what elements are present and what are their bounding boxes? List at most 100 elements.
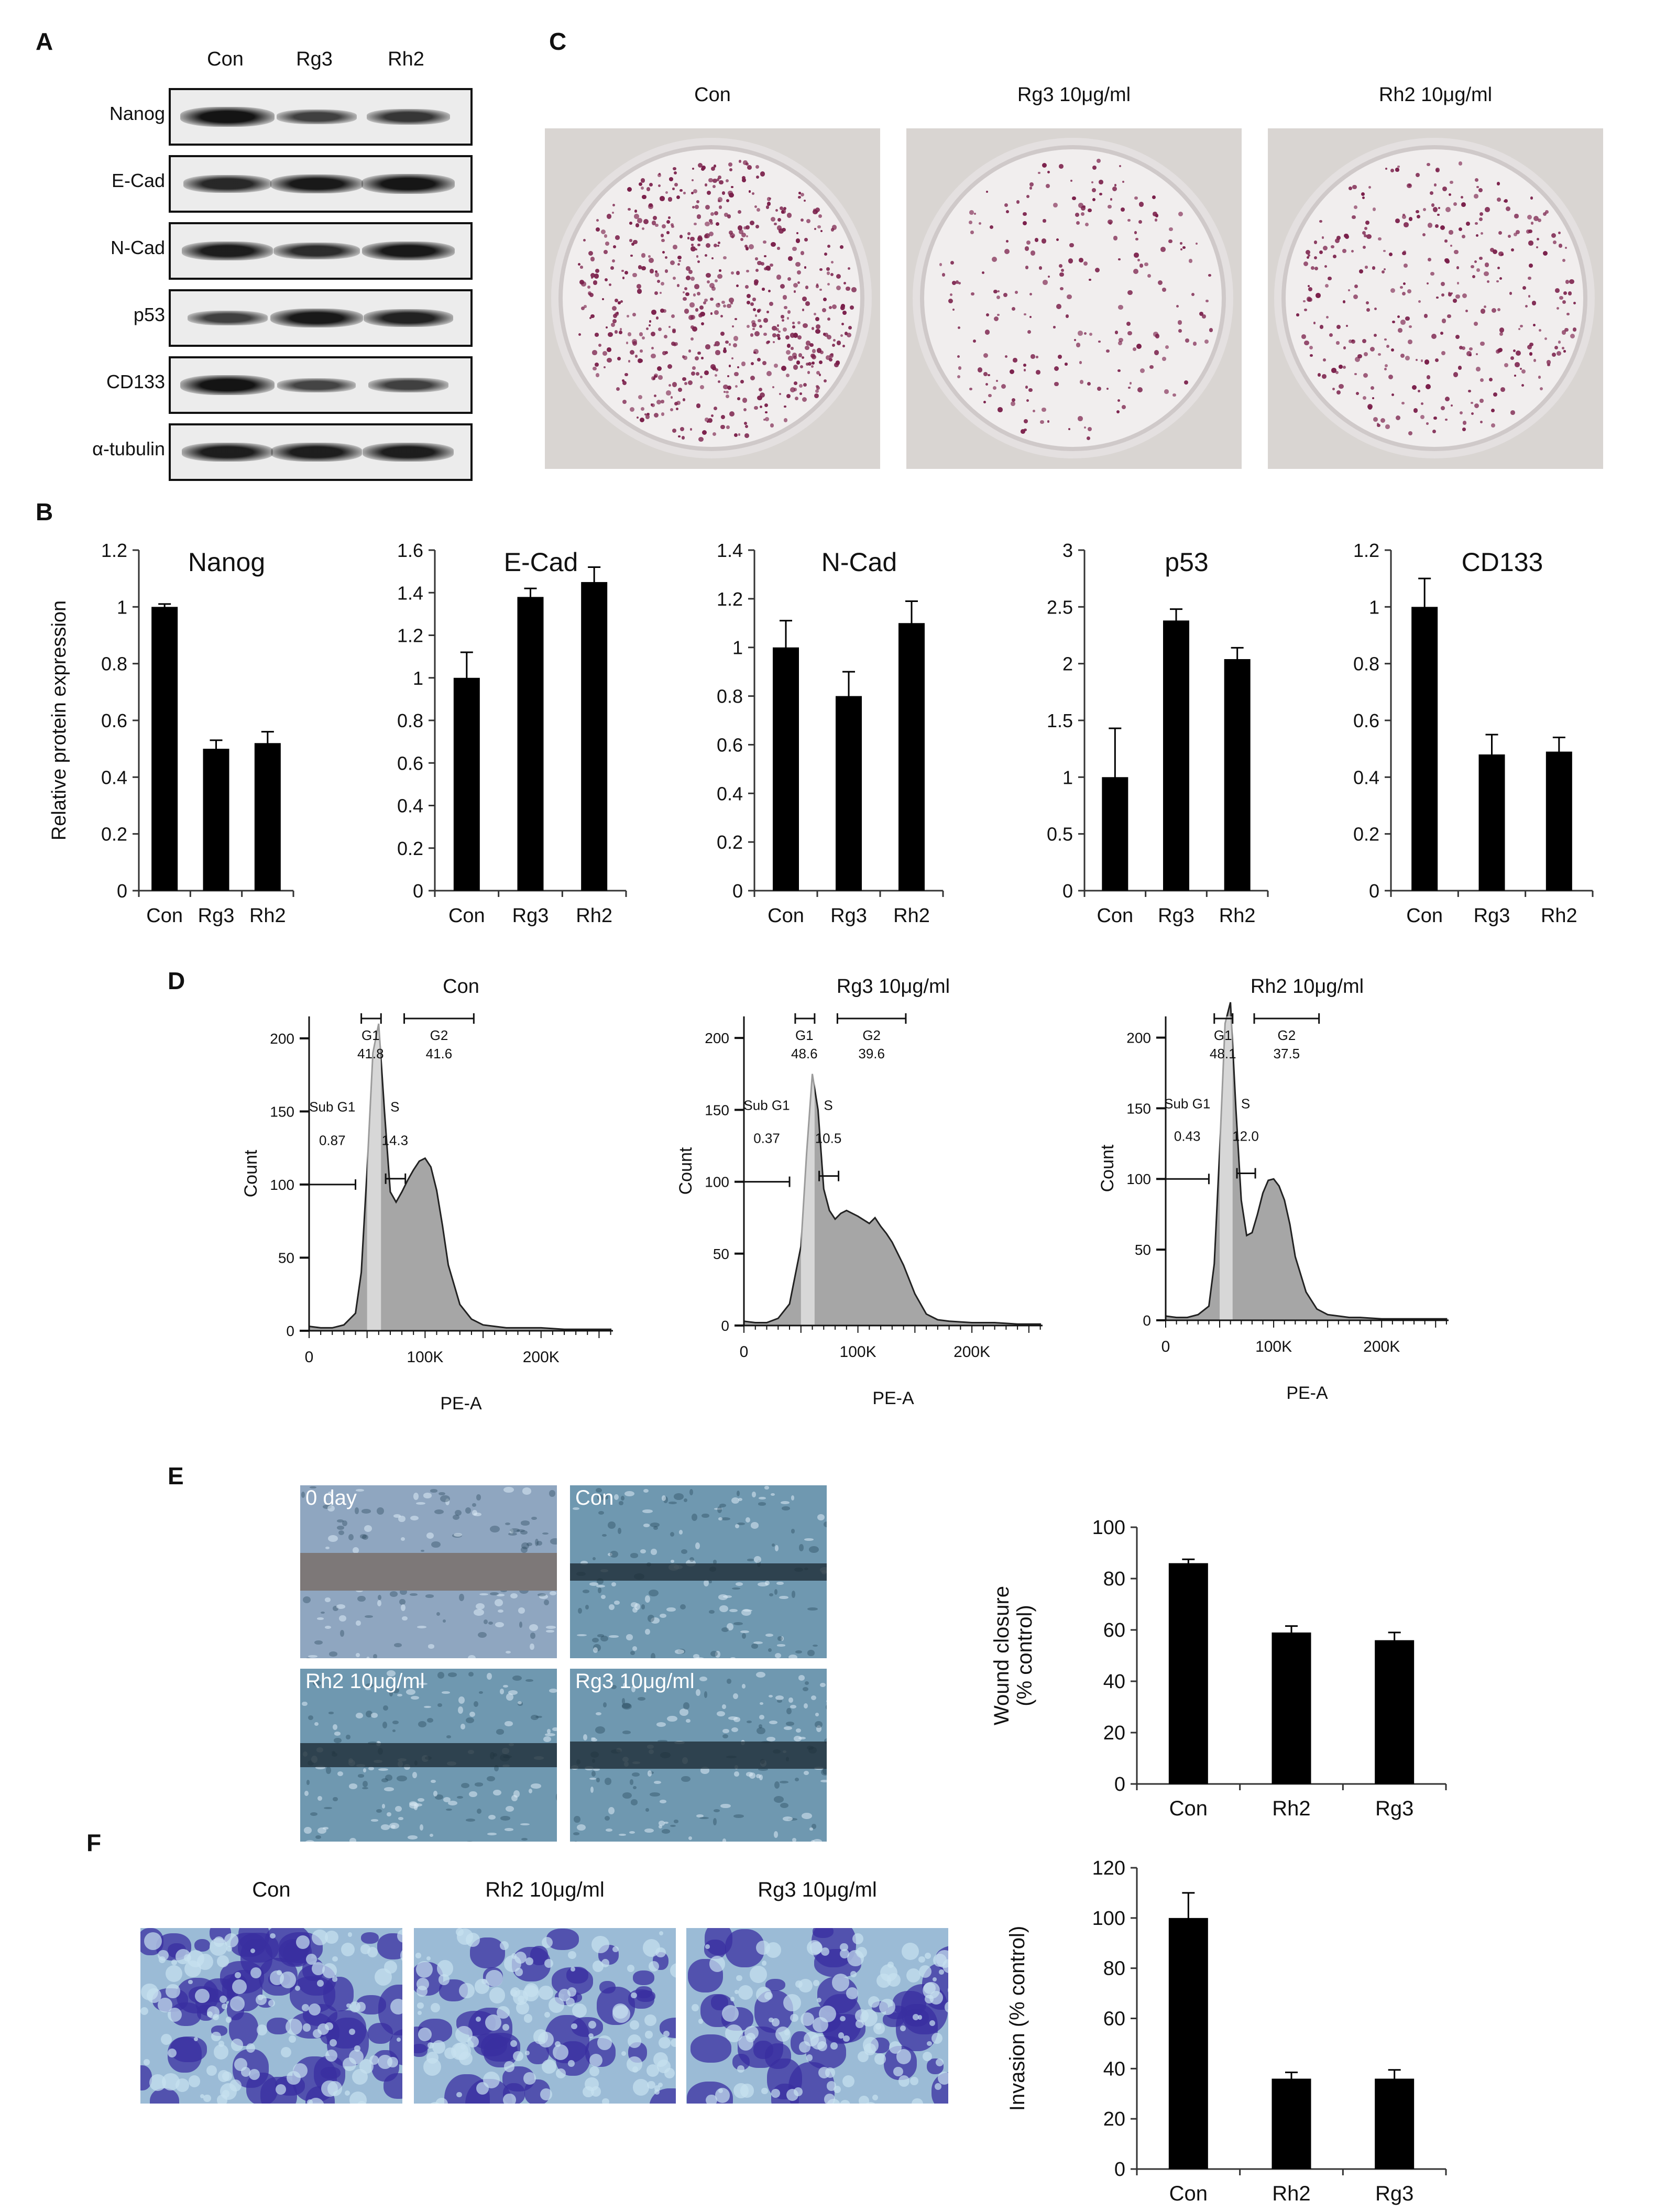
- colony: [808, 362, 812, 366]
- colony: [749, 244, 754, 249]
- colony: [1348, 339, 1352, 343]
- pore-texture: [929, 1990, 944, 2005]
- colony: [1089, 332, 1093, 336]
- x-tick-label: Rg3: [830, 905, 867, 927]
- pore-texture: [246, 2043, 256, 2053]
- colony: [1572, 327, 1577, 332]
- colony: [1437, 213, 1440, 216]
- plate-label: Rh2 10μg/ml: [1378, 84, 1493, 106]
- cell-texture: [624, 1491, 635, 1497]
- cell-texture: [535, 1715, 542, 1718]
- cell-texture: [441, 1691, 450, 1694]
- colony: [765, 266, 771, 271]
- colony: [1331, 368, 1336, 373]
- colony: [715, 368, 719, 372]
- cell-texture: [477, 1631, 487, 1638]
- pore-texture: [659, 2037, 671, 2049]
- cell-texture: [600, 1636, 608, 1642]
- colony: [1176, 304, 1179, 308]
- pore-texture: [216, 1955, 229, 1968]
- cell-texture: [758, 1496, 766, 1499]
- colony: [1065, 363, 1068, 366]
- panel-label-b: B: [36, 498, 53, 525]
- colony: [1004, 249, 1010, 254]
- colony: [746, 225, 750, 229]
- colony: [754, 331, 760, 336]
- colony: [1336, 325, 1341, 330]
- colony: [1497, 348, 1501, 353]
- colony: [775, 327, 780, 332]
- pore-texture: [307, 2098, 324, 2104]
- colony: [1422, 233, 1426, 237]
- pore-texture: [256, 2024, 268, 2035]
- colony: [696, 291, 701, 296]
- colony: [678, 435, 681, 438]
- colony: [1339, 365, 1343, 369]
- colony: [1342, 248, 1347, 253]
- y-axis-label: (% control): [1013, 1605, 1036, 1706]
- cell-texture: [430, 1779, 436, 1783]
- cell-texture: [448, 1800, 457, 1805]
- colony: [662, 251, 665, 254]
- colony: [1162, 357, 1166, 361]
- colony: [1475, 178, 1479, 182]
- pore-texture: [709, 1956, 726, 1972]
- colony: [631, 243, 635, 246]
- y-tick-label: 0.6: [397, 752, 423, 774]
- cell-texture: [731, 1727, 739, 1733]
- colony: [1532, 323, 1536, 326]
- cell-texture: [474, 1609, 485, 1616]
- colony: [1004, 203, 1009, 207]
- colony: [755, 257, 758, 260]
- pore-texture: [691, 2003, 699, 2011]
- colony: [1542, 212, 1547, 216]
- colony: [765, 205, 770, 209]
- cell-texture: [348, 1783, 358, 1790]
- colony: [1435, 224, 1439, 228]
- colony: [704, 183, 707, 187]
- colony: [1119, 337, 1123, 343]
- cell-texture: [693, 1654, 699, 1658]
- cell-texture: [378, 1768, 388, 1771]
- cell-texture: [783, 1816, 793, 1822]
- colony: [695, 308, 699, 312]
- cell-texture: [391, 1824, 396, 1828]
- colony: [812, 349, 816, 354]
- colony: [692, 326, 697, 332]
- colony: [776, 334, 780, 337]
- cell-texture: [662, 1495, 666, 1501]
- y-tick-label: 1.5: [1047, 710, 1073, 731]
- colony: [660, 195, 665, 201]
- colony: [711, 257, 714, 260]
- colony: [802, 297, 807, 301]
- cell-texture: [356, 1653, 360, 1657]
- cell-texture: [780, 1501, 790, 1504]
- colony: [691, 246, 696, 252]
- cell-texture: [349, 1838, 356, 1842]
- colony: [811, 327, 815, 330]
- colony: [1504, 200, 1506, 203]
- colony: [1471, 401, 1473, 404]
- colony: [1366, 234, 1372, 239]
- colony: [782, 295, 787, 300]
- colony: [1420, 402, 1423, 405]
- colony: [1328, 276, 1332, 281]
- colony: [712, 432, 717, 436]
- cell-texture: [315, 1766, 325, 1769]
- colony: [1025, 266, 1029, 269]
- protein-band: [361, 241, 455, 261]
- colony: [1351, 249, 1354, 253]
- y-tick-label: 150: [705, 1102, 729, 1118]
- cell-texture: [426, 1717, 434, 1723]
- cell-texture: [740, 1630, 750, 1634]
- cell-texture: [503, 1486, 514, 1493]
- pore-texture: [833, 2086, 841, 2094]
- colony: [784, 418, 788, 422]
- colony: [580, 266, 583, 269]
- colony: [670, 260, 675, 266]
- cell-texture: [792, 1838, 797, 1842]
- colony: [792, 246, 797, 251]
- colony: [593, 366, 597, 371]
- cell-texture: [461, 1782, 470, 1788]
- cell-texture: [804, 1703, 808, 1709]
